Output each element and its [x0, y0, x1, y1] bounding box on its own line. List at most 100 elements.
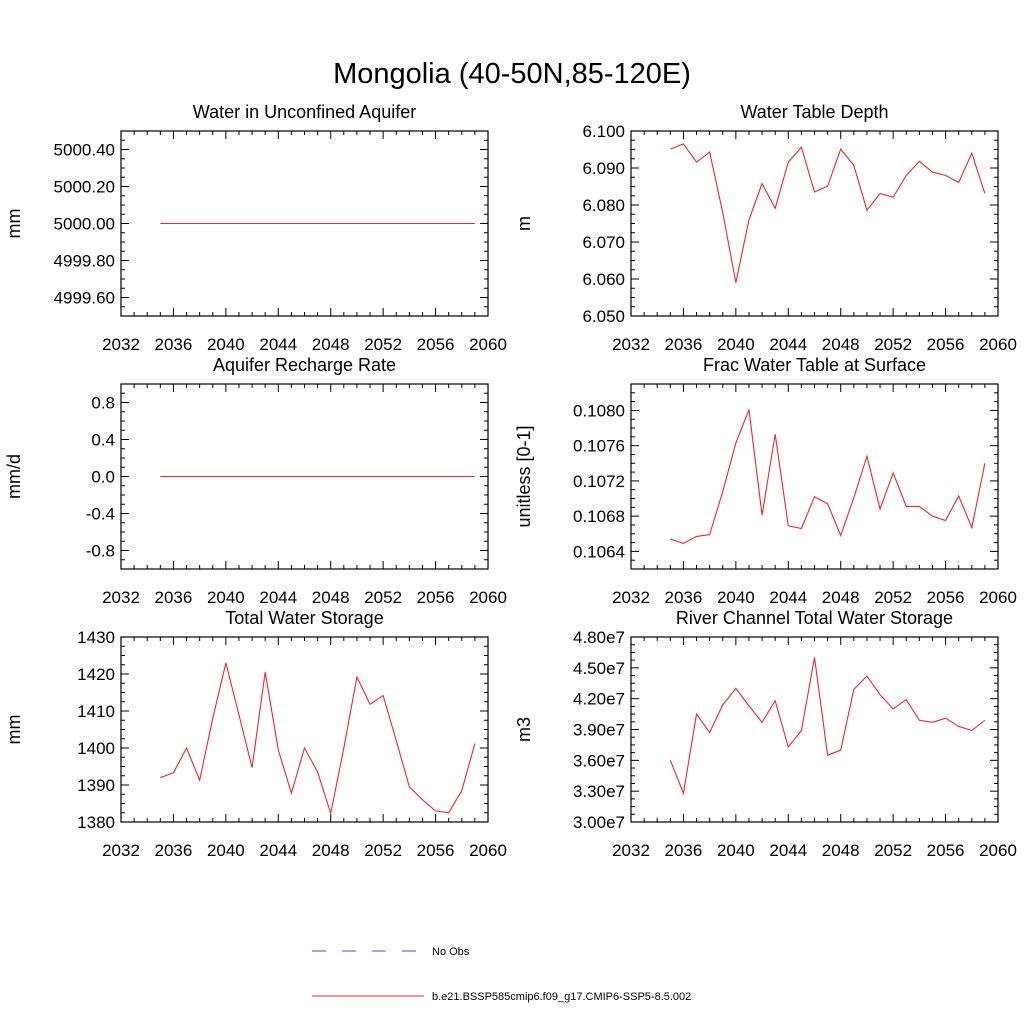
x-tick-label: 2036: [155, 588, 193, 607]
y-tick-label: 4999.60: [54, 289, 115, 308]
x-tick-label: 2036: [155, 335, 193, 354]
y-axis-label: mm: [4, 209, 24, 239]
chart-panel-3: Aquifer Recharge Rate mm/d 2032 2036 2040 204…: [4, 355, 507, 607]
y-tick-label: 3.60e7: [573, 751, 625, 770]
plot-frame: [120, 636, 489, 823]
x-tick-label: 2052: [874, 335, 912, 354]
x-tick-label: 2052: [874, 588, 912, 607]
legend-label-1: No Obs: [432, 946, 470, 958]
x-tick-label: 2056: [417, 335, 455, 354]
x-tick-label: 2060: [469, 588, 507, 607]
y-tick-label: 4999.80: [54, 252, 115, 271]
x-tick-label: 2048: [312, 588, 350, 607]
series-line-1: [670, 143, 986, 283]
x-tick-label: 2044: [259, 588, 297, 607]
y-axis-label: mm: [4, 715, 24, 745]
y-tick-label: 4.50e7: [573, 659, 625, 678]
y-tick-label: 0.1064: [573, 542, 625, 561]
y-tick-label: 0.1072: [573, 472, 625, 491]
y-tick-label: 3.00e7: [573, 813, 625, 832]
y-tick-label: 6.070: [582, 233, 625, 252]
y-tick-label: 5000.00: [54, 215, 115, 234]
y-tick-label: 0.1068: [573, 507, 625, 526]
plot-frame: [120, 383, 489, 570]
x-tick-label: 2032: [102, 588, 140, 607]
legend: No Obs b.e21.BSSP585cmip6.f09_g17.CMIP6-S…: [312, 946, 691, 1003]
x-tick-label: 2044: [769, 841, 807, 860]
y-tick-label: 3.30e7: [573, 782, 625, 801]
panel-title: Aquifer Recharge Rate: [213, 355, 396, 375]
y-tick-label: 0.1076: [573, 437, 625, 456]
x-tick-label: 2036: [665, 841, 703, 860]
x-tick-label: 2052: [364, 335, 402, 354]
y-tick-label: 0.0: [91, 468, 115, 487]
series-line-1: [669, 657, 986, 796]
x-tick-label: 2044: [769, 588, 807, 607]
chart-panel-1: Water in Unconfined Aquifer mm 2032 2036 204…: [4, 102, 507, 354]
x-tick-label: 2044: [769, 335, 807, 354]
x-tick-label: 2052: [364, 841, 402, 860]
y-tick-label: 5000.20: [54, 178, 115, 197]
panel-title: River Channel Total Water Storage: [676, 608, 953, 628]
y-tick-label: 4.80e7: [573, 628, 625, 647]
y-tick-label: 1410: [77, 702, 115, 721]
chart-panel-5: Total Water Storage mm 2032 2036 2040 2044 204…: [4, 608, 507, 860]
x-tick-label: 2060: [979, 335, 1017, 354]
panel-title: Water Table Depth: [740, 102, 888, 122]
y-axis-label: m3: [514, 717, 534, 742]
y-tick-label: 1380: [77, 813, 115, 832]
y-tick-label: 6.080: [582, 196, 625, 215]
figure-title: Mongolia (40-50N,85-120E): [333, 58, 691, 90]
y-tick-label: 1400: [77, 739, 115, 758]
y-tick-label: 6.100: [582, 122, 625, 141]
chart-panel-6: River Channel Total Water Storage m3 2032 2…: [514, 608, 1017, 860]
plot-frame: [630, 383, 999, 570]
panel-title: Water in Unconfined Aquifer: [193, 102, 416, 122]
x-tick-label: 2052: [874, 841, 912, 860]
series-line-1: [160, 662, 476, 814]
y-tick-label: 0.4: [91, 431, 115, 450]
x-tick-label: 2048: [822, 588, 860, 607]
y-axis-label: unitless [0-1]: [514, 425, 534, 527]
x-tick-label: 2056: [927, 841, 965, 860]
x-tick-label: 2036: [665, 588, 703, 607]
y-tick-label: 5000.40: [54, 141, 115, 160]
legend-label-2: b.e21.BSSP585cmip6.f09_g17.CMIP6-SSP5-8.…: [432, 991, 691, 1003]
x-tick-label: 2032: [612, 335, 650, 354]
x-tick-label: 2040: [717, 335, 755, 354]
panel-title: Frac Water Table at Surface: [703, 355, 926, 375]
x-tick-label: 2036: [155, 841, 193, 860]
y-tick-label: -0.4: [86, 505, 115, 524]
plot-frame: [120, 130, 489, 317]
plot-frame: [630, 130, 999, 317]
x-tick-label: 2060: [469, 841, 507, 860]
y-tick-label: 6.060: [582, 270, 625, 289]
x-tick-label: 2040: [207, 588, 245, 607]
x-tick-label: 2040: [207, 335, 245, 354]
x-tick-label: 2048: [312, 335, 350, 354]
y-axis-label: mm/d: [4, 454, 24, 499]
x-tick-label: 2048: [822, 335, 860, 354]
x-tick-label: 2032: [612, 588, 650, 607]
panels: Water in Unconfined Aquifer mm 2032 2036 204…: [4, 102, 1017, 860]
x-tick-label: 2060: [979, 588, 1017, 607]
y-tick-label: 6.090: [582, 159, 625, 178]
chart-panel-2: Water Table Depth m 2032 2036 2040 2044 2048 20…: [514, 102, 1017, 354]
y-tick-label: 1430: [77, 628, 115, 647]
x-tick-label: 2060: [979, 841, 1017, 860]
y-tick-label: 0.1080: [573, 401, 625, 420]
plot-frame: [630, 636, 999, 823]
x-tick-label: 2040: [717, 588, 755, 607]
x-tick-label: 2056: [927, 335, 965, 354]
x-tick-label: 2032: [102, 335, 140, 354]
y-tick-label: 6.050: [582, 307, 625, 326]
series-line-1: [670, 409, 986, 545]
x-tick-label: 2052: [364, 588, 402, 607]
x-tick-label: 2048: [822, 841, 860, 860]
x-tick-label: 2032: [102, 841, 140, 860]
y-tick-label: -0.8: [86, 542, 115, 561]
y-tick-label: 0.8: [91, 394, 115, 413]
x-tick-label: 2056: [417, 588, 455, 607]
y-tick-label: 3.90e7: [573, 721, 625, 740]
y-tick-label: 1420: [77, 665, 115, 684]
